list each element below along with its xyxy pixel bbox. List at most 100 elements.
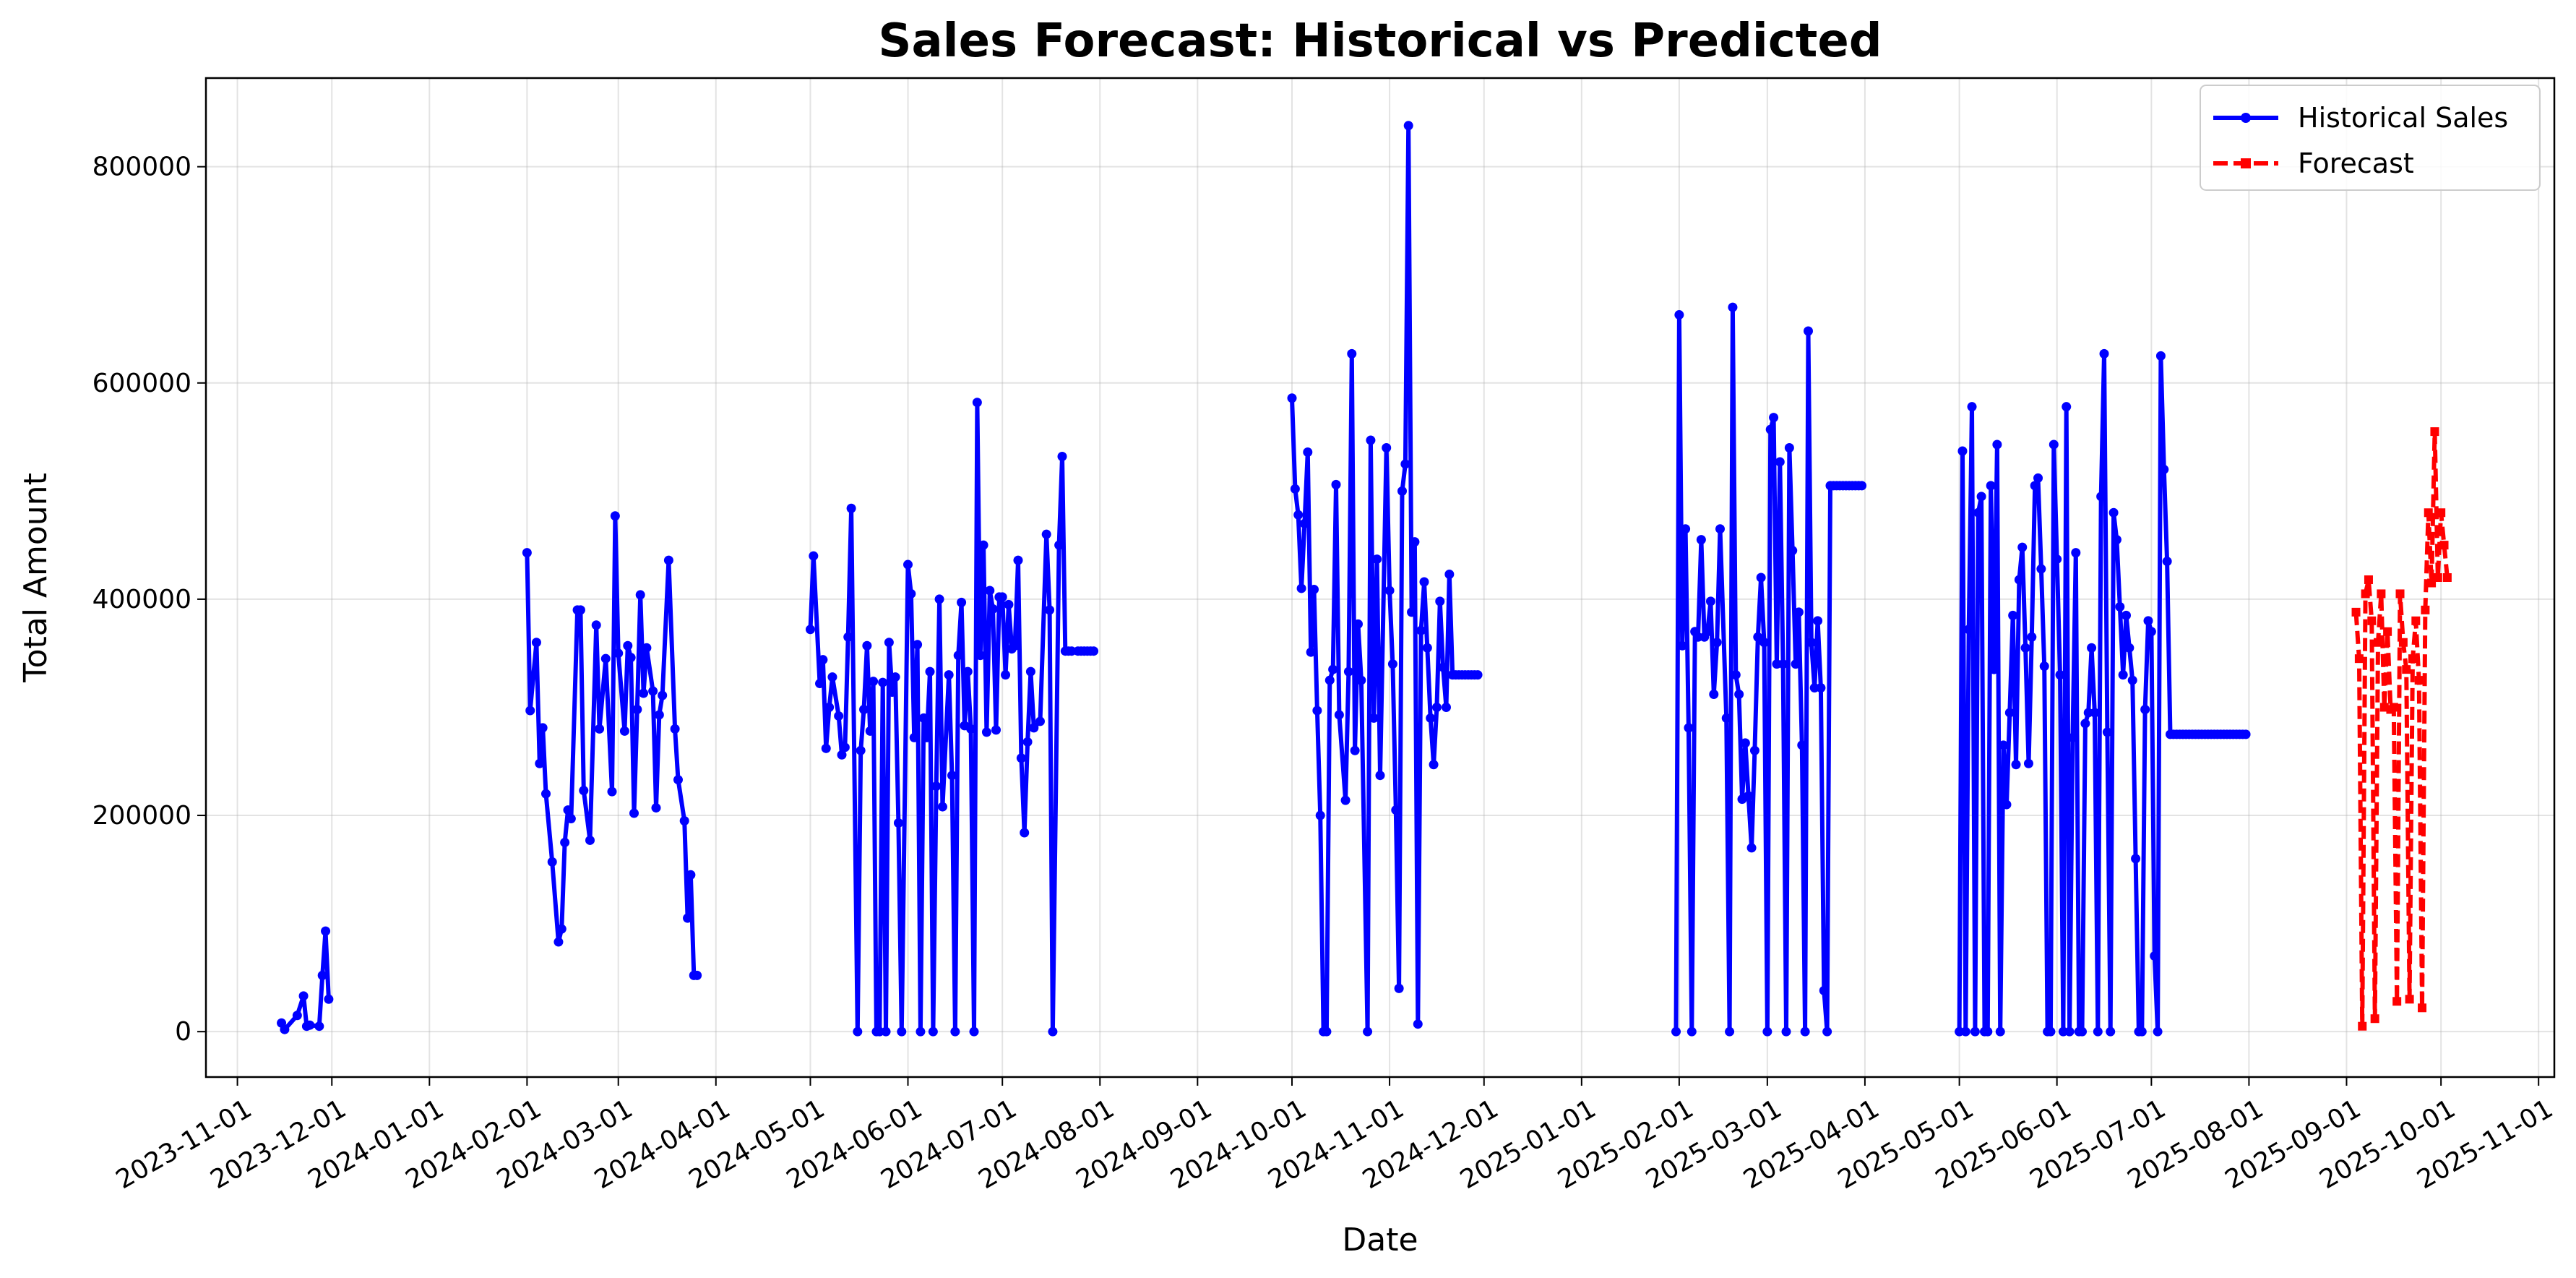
historical-sales-point [1315, 810, 1325, 820]
historical-sales-point [305, 1020, 315, 1030]
historical-sales-point [619, 726, 629, 736]
historical-sales-point [893, 818, 903, 828]
historical-sales-point [658, 690, 668, 700]
historical-sales-point [975, 651, 986, 661]
historical-sales-point [1303, 447, 1313, 458]
historical-sales-point [1391, 805, 1401, 815]
historical-sales-point [1957, 446, 1968, 456]
historical-sales-point [1813, 616, 1823, 626]
historical-sales-point [1312, 706, 1322, 716]
historical-sales-point [2008, 610, 2018, 620]
historical-sales-point [1429, 760, 1439, 770]
historical-sales-point [865, 726, 875, 736]
legend-historical-label: Historical Sales [2298, 102, 2508, 134]
historical-sales-point [1721, 713, 1731, 723]
historical-sales-point [626, 653, 636, 663]
historical-sales-point [1715, 524, 1726, 534]
historical-sales-point [1819, 985, 1829, 995]
historical-sales-point [1964, 625, 1974, 635]
forecast-point [2383, 627, 2392, 636]
historical-sales-point [2064, 1026, 2075, 1037]
historical-sales-point [1769, 413, 1779, 423]
historical-sales-point [1762, 1026, 1772, 1037]
historical-sales-point [931, 781, 942, 792]
historical-sales-point [1681, 524, 1691, 534]
historical-sales-point [298, 991, 309, 1001]
historical-sales-point [1444, 570, 1455, 580]
historical-sales-point [600, 653, 611, 664]
forecast-point [2354, 654, 2364, 664]
historical-sales-point [585, 835, 595, 845]
historical-sales-point [1334, 710, 1344, 720]
historical-sales-point [1035, 716, 1045, 726]
historical-sales-point [2146, 627, 2156, 637]
historical-sales-point [991, 725, 1001, 735]
historical-sales-point [853, 1026, 863, 1037]
historical-sales-point [922, 732, 932, 742]
y-tick-label: 400000 [92, 585, 191, 614]
historical-sales-point [1438, 662, 1448, 672]
forecast-point [2411, 616, 2421, 625]
historical-sales-point [2087, 643, 2097, 653]
historical-sales-point [1356, 675, 1366, 685]
historical-sales-point [1287, 393, 1297, 403]
historical-sales-point [944, 670, 954, 680]
historical-sales-point [1702, 627, 1713, 637]
forecast-point [2424, 508, 2433, 518]
historical-sales-point [2023, 758, 2033, 768]
historical-sales-point [1366, 435, 1376, 445]
historical-sales-point [1788, 546, 1798, 556]
historical-sales-point [1816, 683, 1826, 693]
historical-sales-point [1403, 121, 1413, 131]
historical-sales-point [1759, 638, 1770, 648]
historical-sales-point [525, 706, 535, 716]
historical-sales-point [1340, 795, 1351, 805]
historical-sales-point [878, 677, 888, 687]
historical-sales-point [925, 666, 935, 677]
historical-sales-point [1407, 607, 1417, 617]
historical-sales-point [950, 1026, 960, 1037]
y-axis-ticks: 0 200000 400000 600000 800000 [92, 153, 206, 1047]
historical-sales-point [683, 913, 693, 923]
forecast-point [2405, 995, 2414, 1004]
historical-sales-point [1753, 632, 1763, 642]
historical-sales-point [1995, 1026, 2005, 1037]
historical-sales-point [1045, 605, 1055, 615]
historical-sales-point [1416, 625, 1426, 635]
historical-sales-point [591, 620, 601, 630]
historical-sales-point [613, 648, 624, 659]
historical-sales-point [859, 704, 869, 714]
historical-sales-point [1347, 348, 1357, 359]
forecast-point [2442, 573, 2452, 582]
historical-sales-point [651, 803, 661, 813]
chart-title: Sales Forecast: Historical vs Predicted [878, 14, 1882, 68]
y-tick-label: 0 [175, 1017, 191, 1047]
historical-sales-point [579, 786, 589, 796]
historical-sales-point [1435, 596, 1445, 606]
historical-sales-point [556, 924, 567, 934]
historical-sales-point [985, 586, 995, 596]
historical-sales-point [2106, 1026, 2116, 1037]
historical-sales-point [1822, 1026, 1832, 1037]
y-tick-label: 600000 [92, 369, 191, 398]
historical-sales-point [969, 1026, 979, 1037]
forecast-line [2353, 429, 2450, 1029]
historical-sales-point [1778, 659, 1788, 669]
historical-sales-point [2127, 675, 2137, 685]
legend-forecast-marker [2241, 158, 2251, 168]
historical-sales-point [629, 808, 639, 818]
historical-sales-point [2241, 729, 2251, 739]
legend: Historical Sales Forecast [2200, 85, 2541, 191]
historical-sales-point [1372, 554, 1382, 565]
historical-sales-point [2049, 439, 2059, 450]
historical-sales-point [957, 597, 967, 607]
historical-sales-point [1025, 666, 1035, 677]
historical-sales-point [1976, 492, 1986, 502]
historical-sales-point [988, 604, 998, 614]
historical-sales-point [997, 592, 1007, 602]
historical-sales-point [1857, 481, 1867, 491]
historical-sales-point [686, 870, 696, 880]
legend-box [2200, 85, 2541, 191]
historical-sales-point [884, 638, 894, 648]
historical-sales-point [909, 732, 919, 742]
